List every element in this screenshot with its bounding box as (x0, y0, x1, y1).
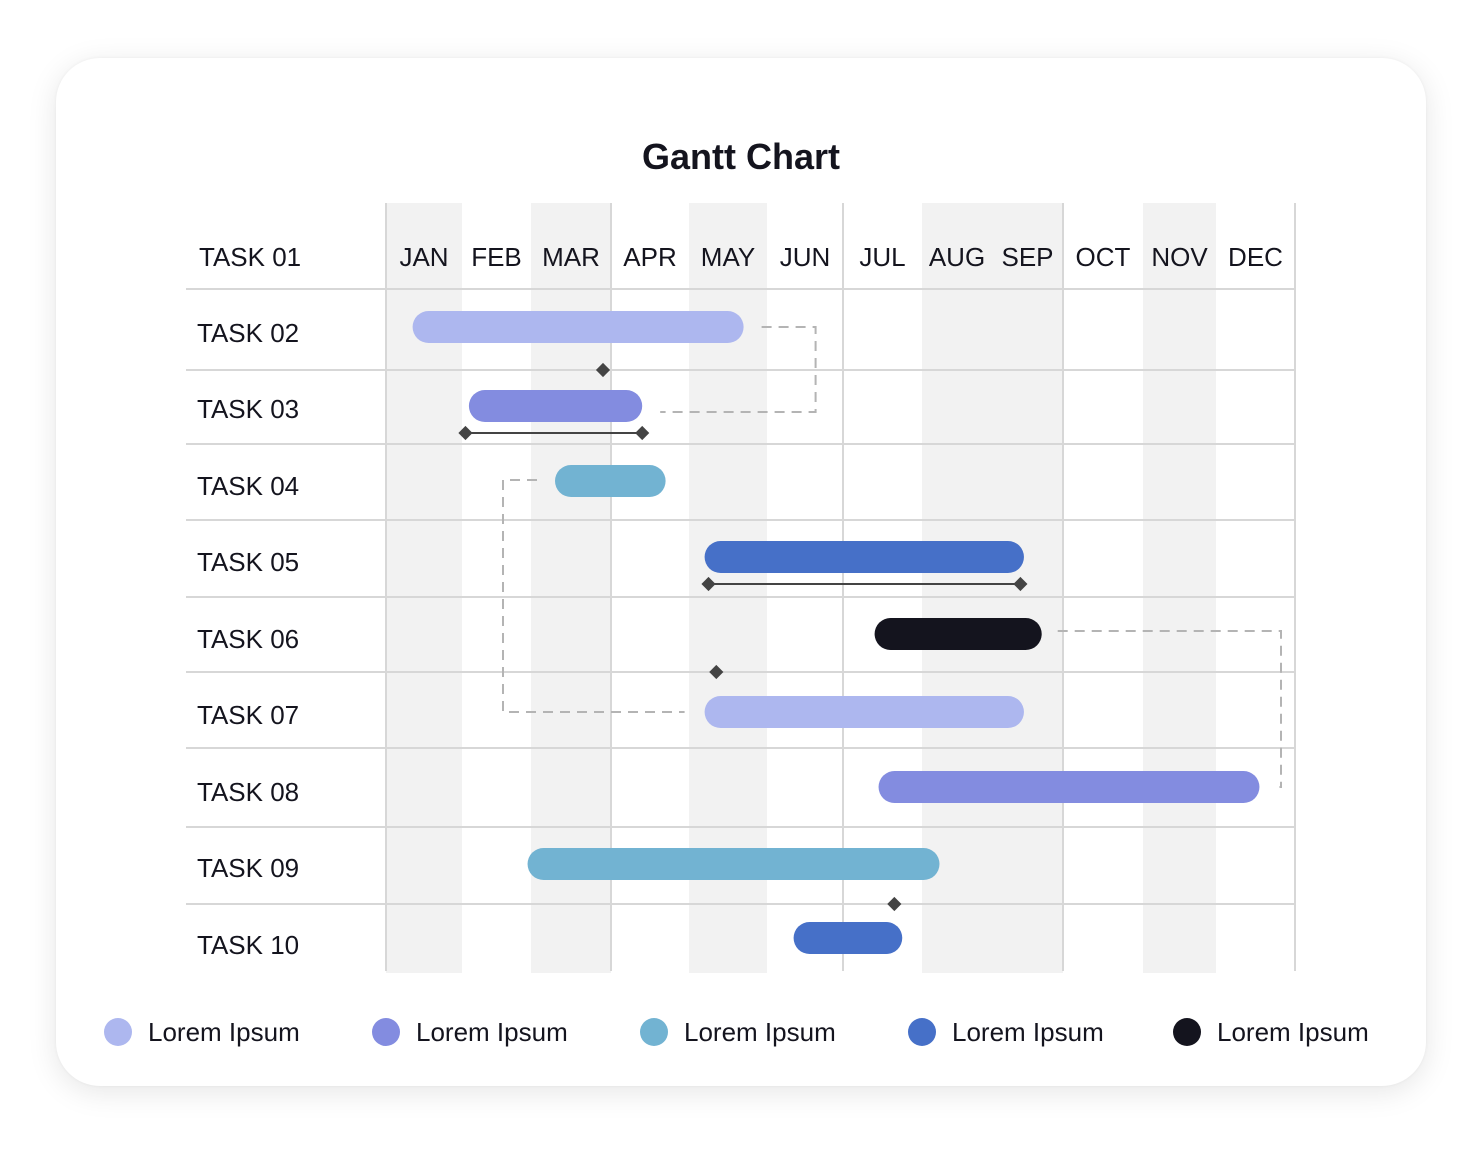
task-bar-7 (704, 696, 1024, 728)
month-label-apr: APR (623, 242, 676, 272)
task-label-7: TASK 07 (197, 700, 299, 730)
task-label-8: TASK 08 (197, 777, 299, 807)
range-start-marker-2 (701, 576, 716, 592)
legend-item-5: Lorem Ipsum (1173, 1010, 1369, 1054)
task-label-2: TASK 02 (197, 318, 299, 348)
range-end-marker-2 (1013, 576, 1028, 592)
milestone-marker-2 (709, 664, 724, 680)
legend-item-3: Lorem Ipsum (640, 1010, 836, 1054)
task-label-10: TASK 10 (197, 930, 299, 960)
month-label-feb: FEB (471, 242, 522, 272)
task-bar-8 (878, 771, 1260, 803)
month-label-jun: JUN (780, 242, 831, 272)
month-label-mar: MAR (542, 242, 600, 272)
task-bar-10 (793, 922, 903, 954)
task-label-3: TASK 03 (197, 394, 299, 424)
legend-label-5: Lorem Ipsum (1217, 1016, 1369, 1047)
month-label-sep: SEP (1001, 242, 1053, 272)
month-label-aug: AUG (929, 242, 985, 272)
legend-label-2: Lorem Ipsum (416, 1016, 568, 1047)
task-label-4: TASK 04 (197, 471, 299, 501)
milestone-marker-3 (887, 896, 902, 912)
shaded-month-nov (1143, 203, 1216, 973)
range-end-marker-1 (635, 425, 650, 441)
legend-label-3: Lorem Ipsum (684, 1016, 836, 1047)
legend-dot-1 (104, 1018, 132, 1046)
task-bar-5 (704, 541, 1024, 573)
legend-item-4: Lorem Ipsum (908, 1010, 1104, 1054)
month-label-oct: OCT (1076, 242, 1131, 272)
range-start-marker-1 (458, 425, 473, 441)
legend-dot-5 (1173, 1018, 1201, 1046)
month-label-jul: JUL (859, 242, 905, 272)
shaded-month-aug (922, 203, 992, 973)
legend-item-2: Lorem Ipsum (372, 1010, 568, 1054)
legend-item-1: Lorem Ipsum (104, 1010, 300, 1054)
month-label-jan: JAN (399, 242, 448, 272)
month-label-nov: NOV (1151, 242, 1208, 272)
task-bar-4 (555, 465, 666, 497)
milestone-marker-1 (595, 362, 611, 378)
month-label-may: MAY (701, 242, 755, 272)
legend-label-1: Lorem Ipsum (148, 1016, 300, 1047)
task-bar-6 (874, 618, 1042, 650)
dependency-line-2 (502, 479, 685, 713)
month-label-dec: DEC (1228, 242, 1283, 272)
legend-dot-3 (640, 1018, 668, 1046)
chart-title: Gantt Chart (642, 136, 840, 177)
legend-dot-4 (908, 1018, 936, 1046)
task-label-header: TASK 01 (199, 242, 301, 272)
legend-dot-2 (372, 1018, 400, 1046)
legend: Lorem Ipsum Lorem Ipsum Lorem Ipsum Lorem I… (0, 1010, 1482, 1054)
dependency-line-1 (660, 326, 817, 413)
task-label-6: TASK 06 (197, 624, 299, 654)
task-bar-9 (527, 848, 940, 880)
task-bar-2 (412, 311, 744, 343)
task-label-5: TASK 05 (197, 547, 299, 577)
task-bar-3 (468, 390, 643, 422)
task-label-9: TASK 09 (197, 853, 299, 883)
dependency-line-3 (1057, 630, 1282, 788)
legend-label-4: Lorem Ipsum (952, 1016, 1104, 1047)
shaded-month-sep (992, 203, 1063, 973)
